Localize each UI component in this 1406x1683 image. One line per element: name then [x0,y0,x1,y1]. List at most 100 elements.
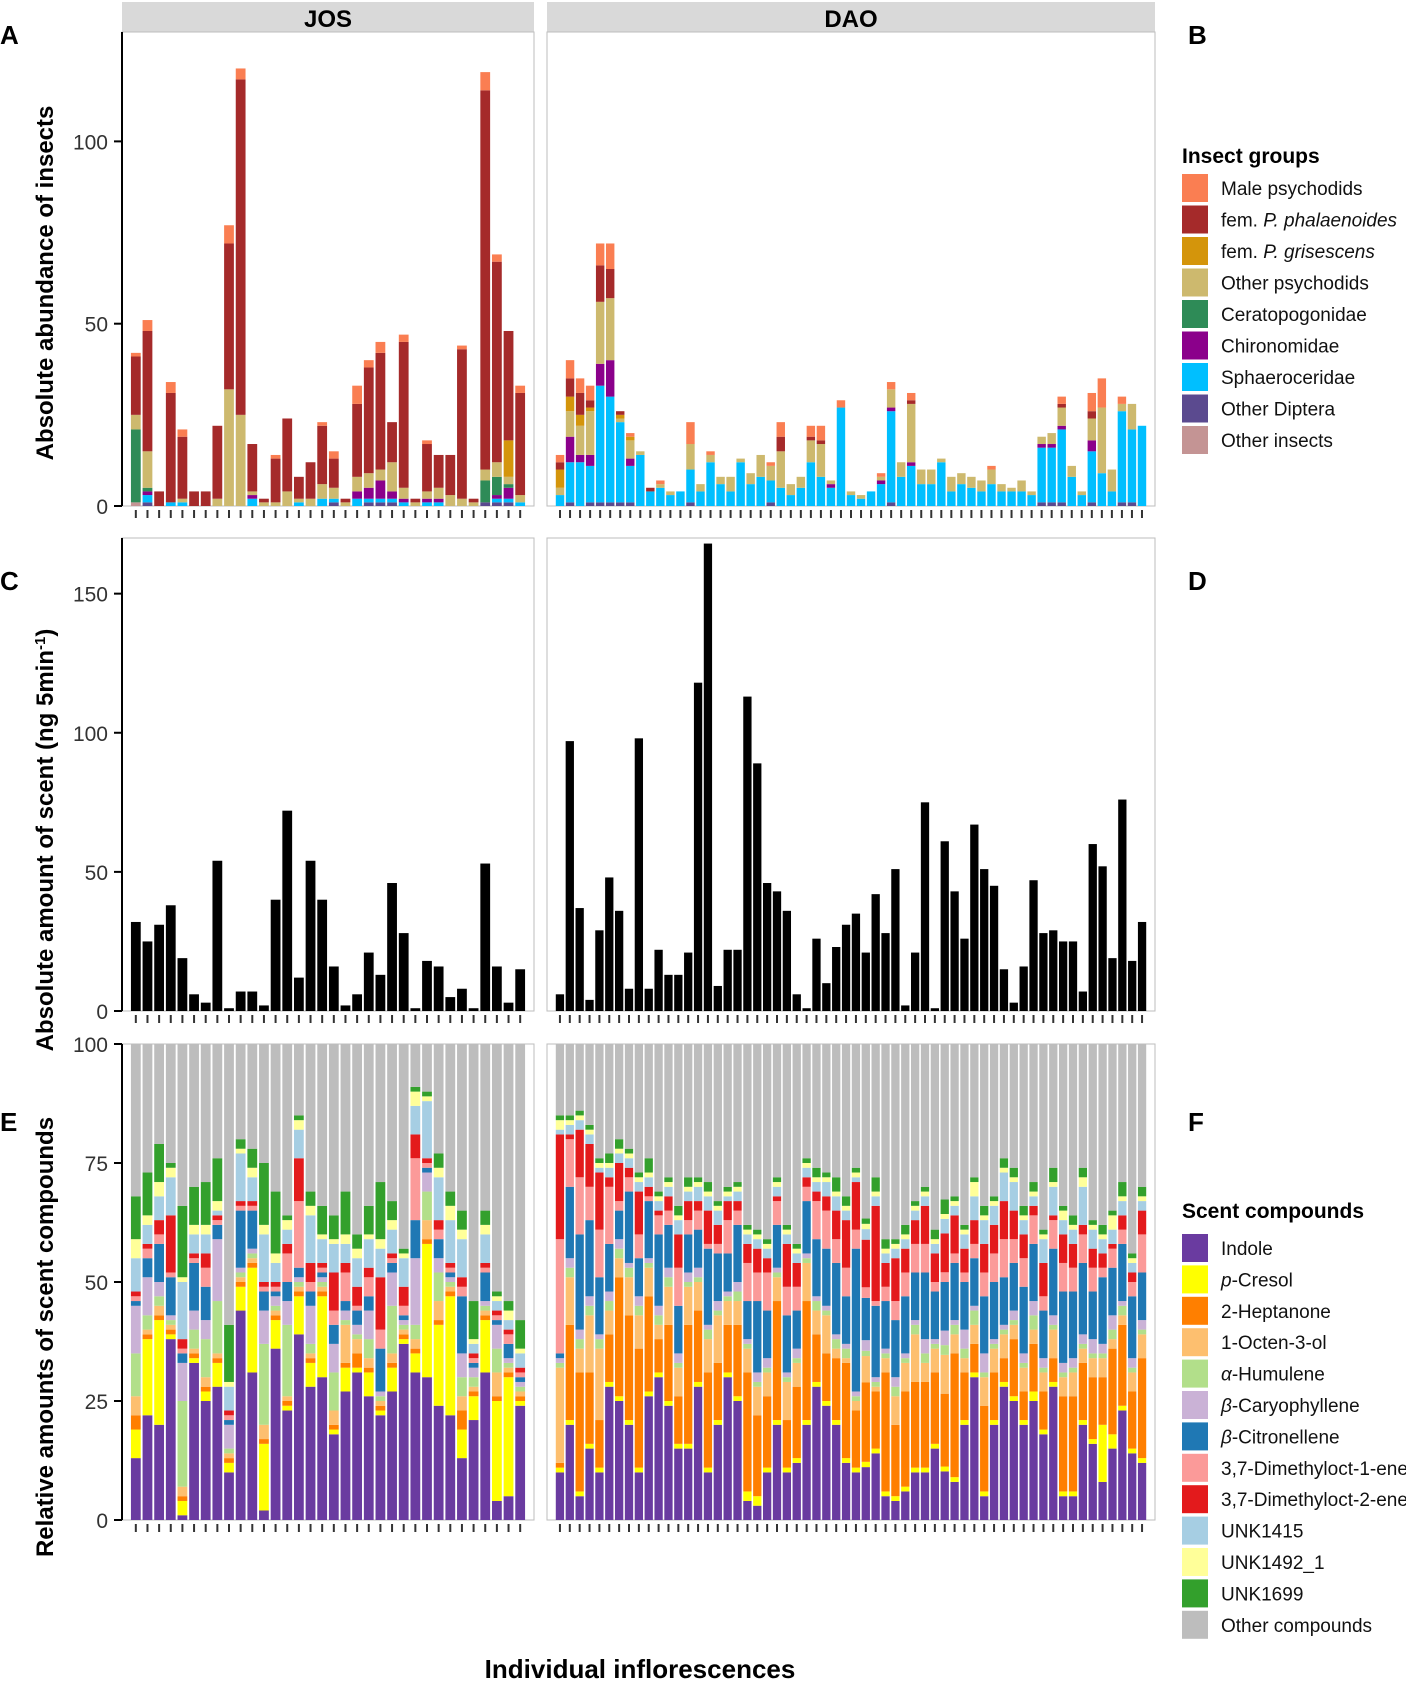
bar-segment-spha [866,491,876,506]
bar-segment-male [457,345,467,350]
bar-segment-pcresol [1137,1458,1147,1463]
bar-segment-pcresol [398,1339,409,1344]
bar-segment-indole [142,1415,153,1520]
bar-segment-bcar [901,1353,910,1359]
bar-segment-u1699 [1049,1167,1058,1183]
bar-segment-u1492 [802,1163,811,1168]
facet-strip-jos: JOS [122,2,534,33]
bar-dao-52 [1058,941,1068,1011]
bar-segment-hept [832,1358,841,1421]
bar-segment-u1492 [782,1229,792,1235]
bar-segment-dm1 [480,1267,491,1273]
bar-segment-pcresol [930,1443,940,1449]
bar-segment-opsy [605,298,615,361]
bar-segment-spha [1017,491,1026,506]
bar-segment-opsy [142,451,153,488]
bar-segment-u1415 [841,1210,851,1221]
bar-segment-other [684,1044,693,1178]
bar-segment-bcit [410,1220,421,1259]
bar-segment-chir [565,436,575,463]
bar-segment-bcit [1098,1277,1107,1344]
bar-segment-bcar [605,1291,614,1302]
bar-segment-other [901,1044,910,1225]
bar-segment-bcit [585,1220,594,1297]
bar-stack-dao-19 [733,1044,742,1520]
bar-stack-dao-55 [1097,378,1107,506]
legend-insects-swatch-spha [1182,363,1208,391]
bar-segment-spha [927,484,936,506]
bar-segment-bcar [340,1310,351,1321]
bar-segment-bcar [970,1305,979,1311]
bar-segment-other [575,1044,584,1111]
bar-segment-male [836,400,846,408]
bar-dao-45 [989,885,999,1011]
bar-segment-chir [375,480,386,499]
bar-segment-octen [410,1339,421,1349]
bar-stack-dao-46 [1007,487,1016,506]
y-tick-label: 100 [73,131,108,154]
bar-segment-bcar [282,1301,293,1325]
bar-segment-hept [1029,1343,1038,1392]
bar-dao-57 [1108,958,1117,1011]
bar-segment-dm1 [1009,1239,1018,1263]
bar-segment-u1492 [375,1239,386,1249]
bar-segment-ahum [445,1282,456,1287]
bar-segment-bcar [1049,1315,1058,1325]
bar-segment-dm2 [624,1167,634,1178]
bar-segment-pcresol [782,1467,792,1473]
bar-stack-dao-15 [696,484,705,506]
legend-insects-label-spha: Sphaeroceridae [1221,368,1355,389]
legend-scent-swatch-u1492 [1182,1548,1208,1576]
bar-segment-ahum [743,1343,752,1349]
bar-segment-indole [832,1424,841,1520]
bar-segment-spha [656,487,665,506]
bar-segment-dm1 [293,1201,304,1268]
bar-segment-spha [1007,491,1016,506]
bar-segment-pcresol [822,1401,831,1406]
bar-segment-male [491,254,502,262]
bar-segment-u1492 [585,1129,594,1135]
bar-segment-opsy [1077,491,1086,496]
bar-segment-indole [480,1372,491,1520]
bar-segment-bcit [989,1282,999,1340]
bar-segment-other [340,1044,351,1192]
bar-segment-phal [515,392,526,496]
bar-segment-odip [1047,502,1056,506]
bar-segment-hept [457,1410,467,1430]
bar-segment-opsy [1047,433,1056,445]
bar-segment-chir [626,458,635,466]
bar-segment-octen [910,1334,920,1382]
y-tick-label: 75 [85,1153,108,1176]
bar-segment-spha [776,487,785,506]
bar-segment-octen [1137,1334,1147,1359]
bar-segment-octen [282,1396,293,1401]
bar-segment-u1699 [861,1218,870,1224]
bar-segment-bcit [743,1301,752,1340]
bar-segment-indole [733,1401,742,1520]
bar-segment-opsy [736,458,745,463]
bar-segment-hept [684,1324,693,1444]
bar-segment-other [1098,1044,1107,1225]
bar-segment-bcar [644,1258,653,1263]
bar-segment-odip [1087,502,1097,506]
legend-insects-swatch-oins [1182,426,1208,454]
bar-segment-bcit [664,1224,673,1268]
bar-segment-bcit [910,1272,920,1321]
bar-segment-hept [940,1393,949,1467]
bar-segment-u1492 [1049,1182,1058,1187]
bar-stack-jos-25 [410,498,421,506]
bar-segment-u1492 [515,1348,526,1354]
bar-segment-bcit [445,1272,456,1278]
bar-segment-octen [861,1356,870,1383]
bar-segment-octen [375,1401,386,1406]
bar-segment-opsy [410,502,421,506]
bar-segment-u1415 [130,1258,141,1292]
bar-segment-pcresol [980,1491,989,1497]
bar-stack-dao-17 [713,1044,722,1520]
bar-segment-male [480,72,491,91]
bar-segment-bcit [802,1201,811,1254]
bar-stack-jos-17 [317,1044,328,1520]
bar-segment-phal [189,491,199,506]
legend-scent-label-u1699: UNK1699 [1221,1584,1303,1605]
